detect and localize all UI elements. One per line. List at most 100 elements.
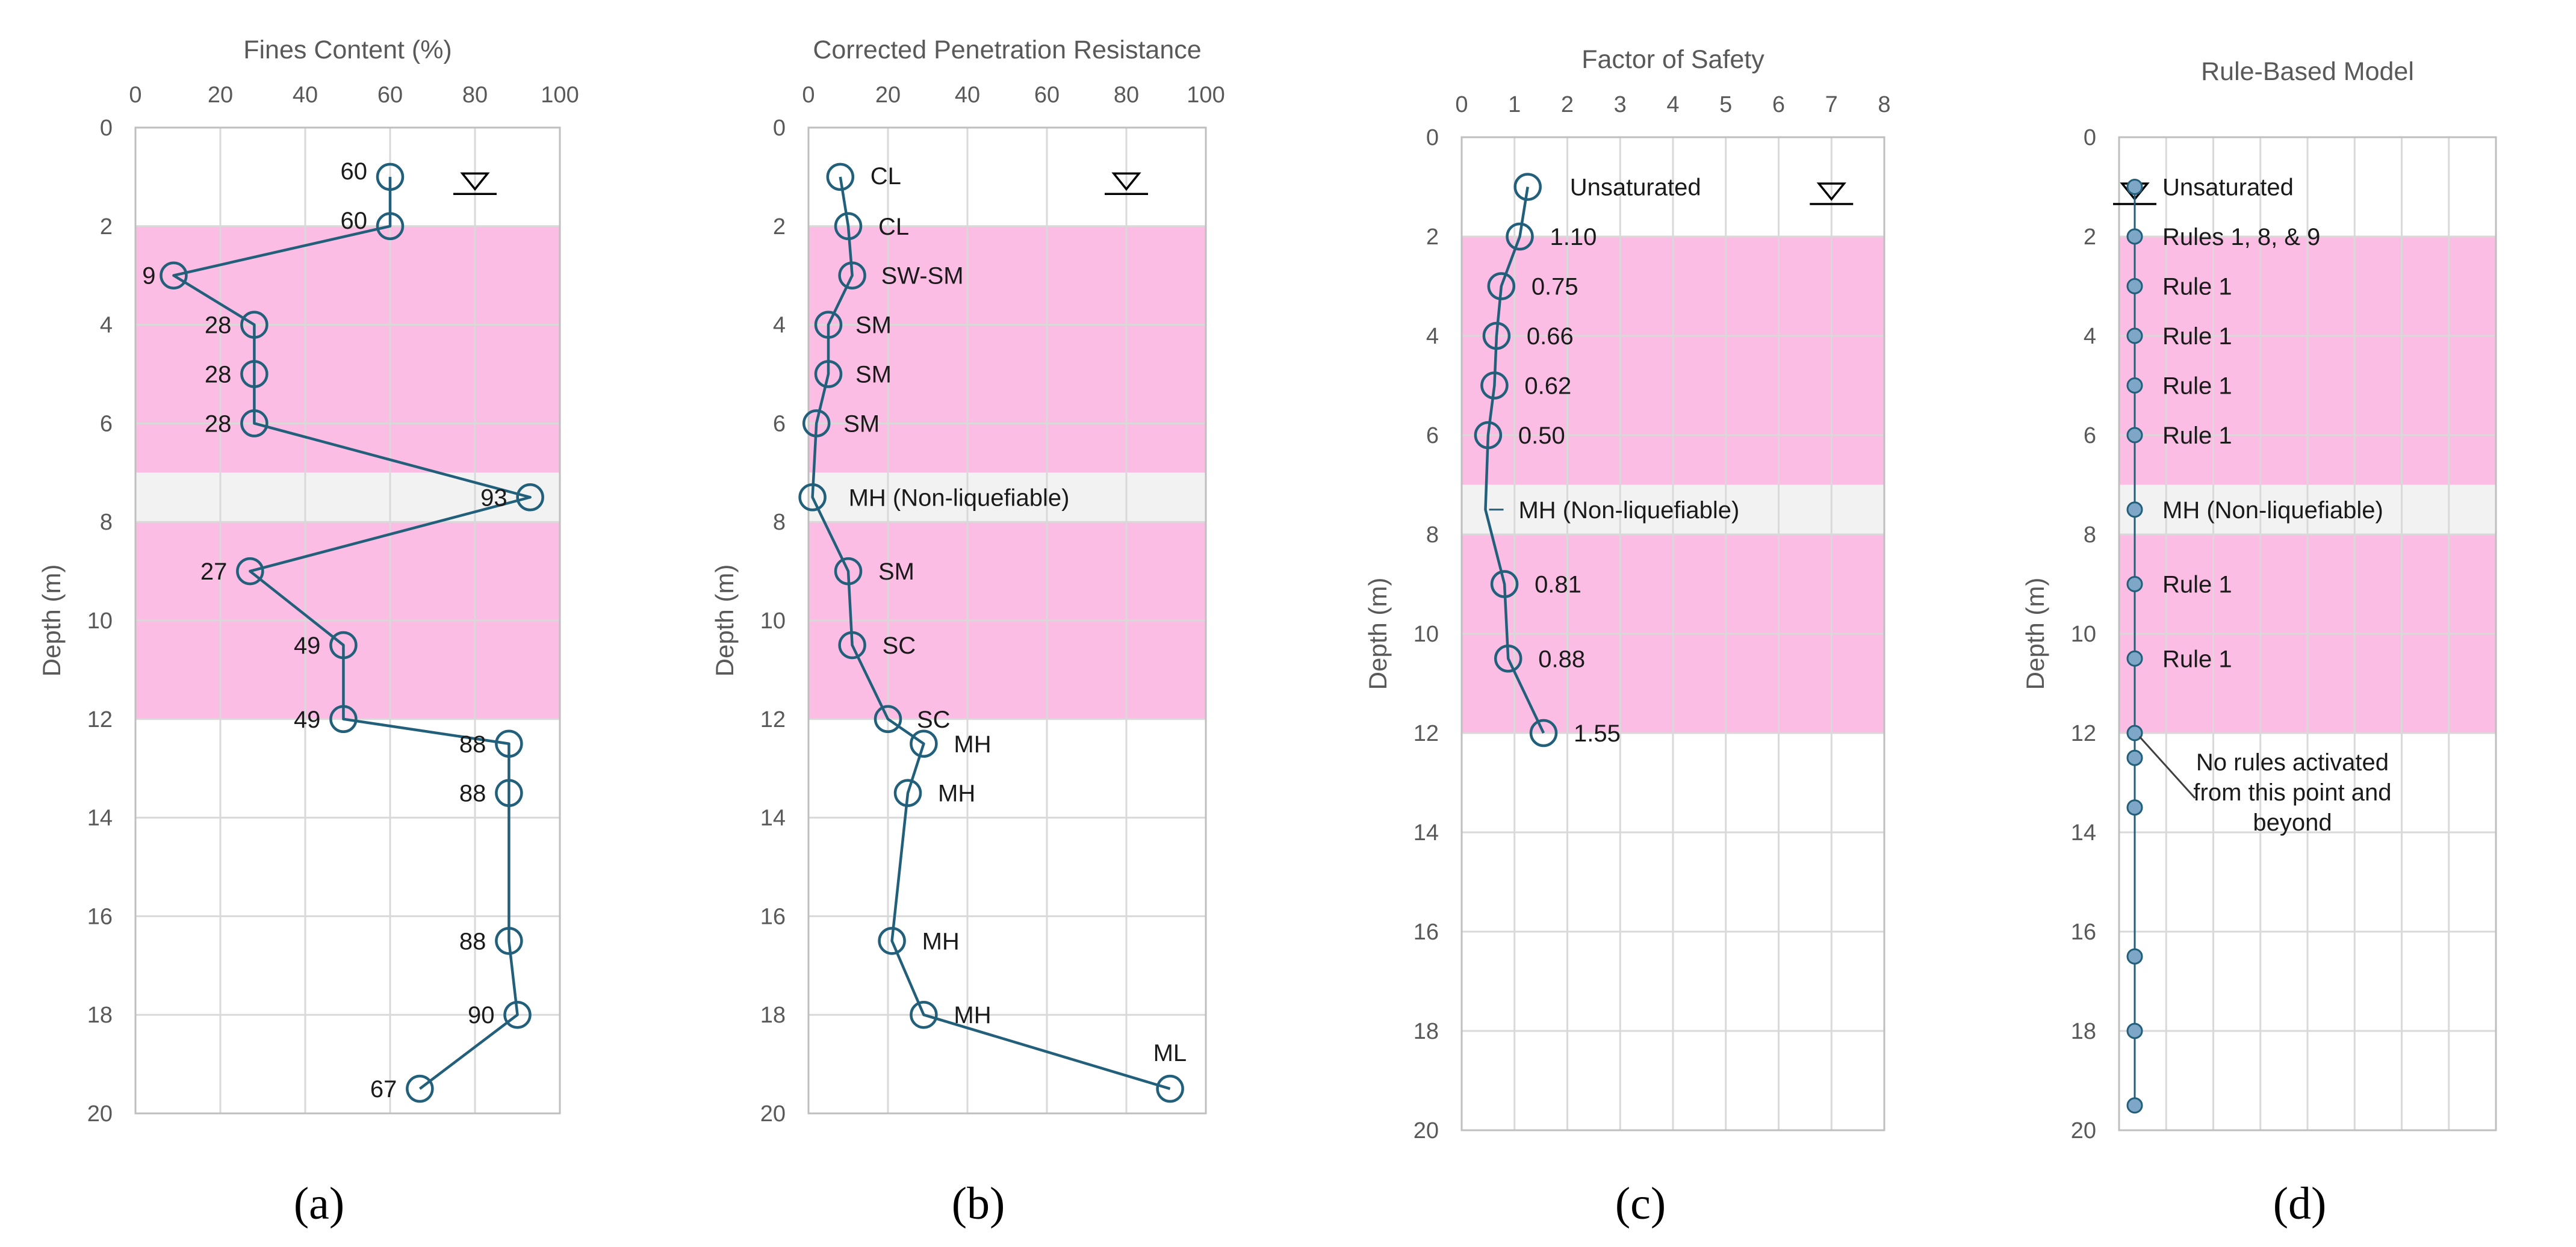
water-table-symbol [453,172,497,196]
data-point [2126,650,2143,667]
data-point [2126,377,2143,394]
y-tick-label: 12 [87,707,113,732]
data-label: Rule 1 [2162,274,2232,300]
y-tick-label: 8 [773,510,786,535]
y-tick-label: 10 [760,608,786,634]
data-label: 93 [480,484,507,511]
y-tick-label: 8 [100,510,113,535]
x-tick-label: 6 [1772,92,1785,117]
data-point [1156,1074,1184,1103]
data-point [240,360,268,388]
y-tick-label: 4 [1426,324,1439,349]
data-label: Rule 1 [2162,422,2232,449]
y-tick-label: 0 [100,116,113,141]
annotation-text: No rules activated [2196,749,2389,776]
data-label: 88 [459,731,486,758]
data-point [910,1000,938,1029]
x-tick-label: 20 [875,82,901,108]
data-label: 0.88 [1538,646,1585,672]
data-point [798,483,827,512]
y-tick-label: 16 [760,904,786,929]
data-label: SM [843,410,880,437]
plot-frame [2118,136,2497,1131]
y-axis-label: Depth (m) [37,565,66,677]
data-label: MH (Non-liquefiable) [849,484,1070,511]
data-point [516,483,544,512]
data-point [2126,1097,2143,1114]
data-point [814,360,843,388]
y-tick-label: 8 [2084,522,2096,548]
data-point [1529,719,1558,747]
data-label: SM [878,559,914,585]
data-point [495,779,523,807]
x-tick-label: 5 [1719,92,1732,117]
y-tick-label: 2 [773,214,786,240]
data-label: MH [922,928,960,955]
x-tick-label: 20 [208,82,233,108]
data-point [376,162,405,191]
y-tick-label: 2 [1426,224,1439,250]
data-label: 28 [205,312,232,339]
data-label: SC [917,707,951,733]
data-label: 27 [200,559,228,585]
data-label: 1.55 [1574,720,1621,747]
data-point [838,631,866,660]
annotation-leader [2138,735,2196,799]
data-label: 28 [205,362,232,388]
data-point [376,212,405,241]
plot-frame [134,126,561,1115]
x-tick-label: 0 [802,82,815,108]
non-liquefiable-band [808,472,1206,522]
y-tick-label: 14 [87,806,113,831]
y-tick-label: 18 [2071,1019,2096,1044]
y-tick-label: 18 [760,1003,786,1028]
y-tick-label: 2 [100,214,113,240]
y-tick-label: 0 [773,116,786,141]
x-tick-label: 7 [1825,92,1838,117]
data-label: 88 [459,928,486,955]
liquefiable-band [135,226,560,473]
y-tick-label: 16 [1414,920,1439,945]
data-label: 60 [341,208,368,234]
data-point [1513,173,1542,201]
y-tick-label: 0 [2084,125,2096,150]
data-label: 0.75 [1532,274,1578,300]
data-point [1480,371,1509,400]
annotation-text: from this point and [2193,779,2391,806]
annotation-text: beyond [2253,809,2332,836]
data-label: 28 [205,410,232,437]
data-label: Rule 1 [2162,373,2232,400]
data-point [802,409,831,438]
panel-label: (b) [952,1178,1005,1229]
data-point [838,261,866,289]
data-point [406,1074,434,1103]
y-tick-label: 6 [100,411,113,436]
data-point [878,927,906,955]
data-label: CL [871,163,901,190]
x-tick-label: 40 [955,82,980,108]
chart-title: Corrected Penetration Resistance [813,36,1201,64]
data-point [834,212,863,241]
data-point [874,705,902,734]
data-point [834,557,863,586]
data-label: Rules 1, 8, & 9 [2162,224,2320,250]
data-point [826,162,855,191]
y-tick-label: 10 [1414,622,1439,647]
data-point [893,779,922,807]
data-point [495,927,523,955]
data-label: CL [878,214,909,240]
data-label: 67 [370,1076,397,1103]
y-tick-label: 12 [1414,721,1439,746]
data-point [2126,576,2143,592]
series-line [172,176,532,1090]
x-tick-label: 80 [1114,82,1139,108]
y-tick-label: 10 [87,608,113,634]
y-tick-label: 20 [760,1101,786,1127]
x-tick-label: 8 [1878,92,1890,117]
data-label: 60 [341,158,368,185]
liquefiable-band [808,226,1206,473]
panel-label: (a) [294,1178,344,1229]
data-label: MH [938,781,975,807]
data-label: 0.62 [1524,373,1571,400]
